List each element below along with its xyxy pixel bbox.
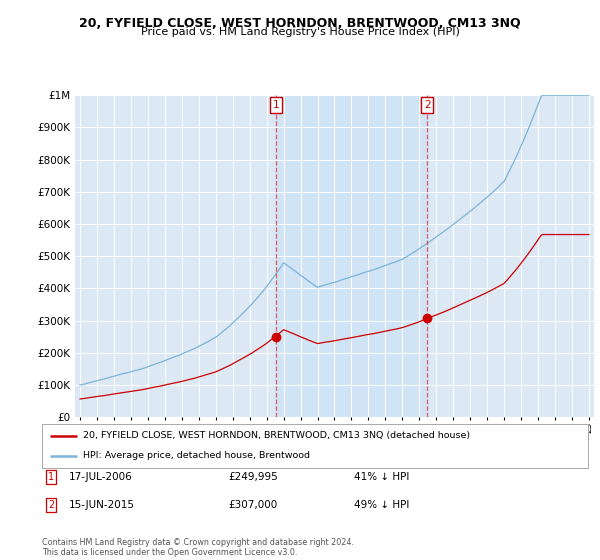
Text: HPI: Average price, detached house, Brentwood: HPI: Average price, detached house, Bren…	[83, 451, 310, 460]
Text: 1: 1	[272, 100, 279, 110]
Text: 1: 1	[48, 472, 54, 482]
Text: 49% ↓ HPI: 49% ↓ HPI	[354, 500, 409, 510]
Text: 20, FYFIELD CLOSE, WEST HORNDON, BRENTWOOD, CM13 3NQ: 20, FYFIELD CLOSE, WEST HORNDON, BRENTWO…	[79, 17, 521, 30]
Text: 15-JUN-2015: 15-JUN-2015	[69, 500, 135, 510]
Text: Contains HM Land Registry data © Crown copyright and database right 2024.
This d: Contains HM Land Registry data © Crown c…	[42, 538, 354, 557]
Text: 20, FYFIELD CLOSE, WEST HORNDON, BRENTWOOD, CM13 3NQ (detached house): 20, FYFIELD CLOSE, WEST HORNDON, BRENTWO…	[83, 431, 470, 440]
Bar	[276, 95, 427, 417]
Text: £249,995: £249,995	[228, 472, 278, 482]
Text: £307,000: £307,000	[228, 500, 277, 510]
Text: 2: 2	[424, 100, 430, 110]
Text: 17-JUL-2006: 17-JUL-2006	[69, 472, 133, 482]
Text: 41% ↓ HPI: 41% ↓ HPI	[354, 472, 409, 482]
Text: Price paid vs. HM Land Registry's House Price Index (HPI): Price paid vs. HM Land Registry's House …	[140, 27, 460, 37]
Text: 2: 2	[48, 500, 54, 510]
